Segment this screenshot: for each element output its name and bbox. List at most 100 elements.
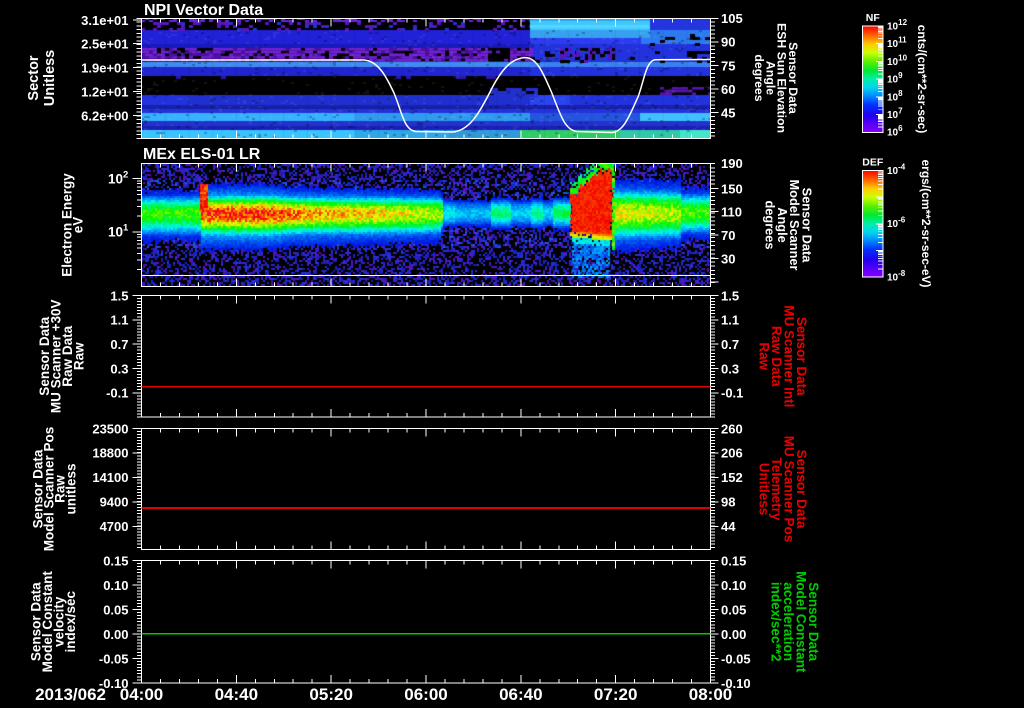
svg-text:Angle: Angle xyxy=(763,61,777,95)
svg-text:Model Constant: Model Constant xyxy=(793,571,808,673)
svg-text:Sensor Data: Sensor Data xyxy=(806,582,821,661)
svg-text:18800: 18800 xyxy=(92,446,128,461)
svg-text:9400: 9400 xyxy=(100,495,129,510)
svg-text:degrees: degrees xyxy=(752,54,766,101)
svg-text:60: 60 xyxy=(721,82,735,97)
svg-text:23500: 23500 xyxy=(92,421,128,436)
svg-text:Raw: Raw xyxy=(71,342,86,370)
svg-text:10-8: 10-8 xyxy=(887,269,906,284)
svg-text:150: 150 xyxy=(721,181,743,196)
svg-text:07:20: 07:20 xyxy=(594,685,637,704)
svg-text:6.2e+00: 6.2e+00 xyxy=(81,108,128,123)
svg-text:105: 105 xyxy=(721,11,743,26)
svg-text:Sensor Data: Sensor Data xyxy=(31,449,46,528)
svg-text:ESH Sun Elevation: ESH Sun Elevation xyxy=(775,23,789,133)
svg-text:acceleration: acceleration xyxy=(781,582,796,661)
svg-text:1.1: 1.1 xyxy=(721,313,739,328)
svg-text:1.9e+01: 1.9e+01 xyxy=(81,60,128,75)
svg-text:NF: NF xyxy=(866,12,881,24)
svg-text:152: 152 xyxy=(721,470,743,485)
svg-text:index/sec: index/sec xyxy=(63,590,78,652)
svg-text:Unitless: Unitless xyxy=(42,50,58,106)
svg-text:2.5e+01: 2.5e+01 xyxy=(81,36,128,51)
svg-text:Raw Data: Raw Data xyxy=(769,326,784,387)
svg-text:-0.10: -0.10 xyxy=(99,676,129,691)
svg-text:260: 260 xyxy=(721,421,743,436)
svg-text:index/sec**2: index/sec**2 xyxy=(768,582,783,662)
svg-text:Sensor Data: Sensor Data xyxy=(28,582,43,661)
svg-text:101: 101 xyxy=(108,222,129,239)
svg-text:0.00: 0.00 xyxy=(721,627,746,642)
svg-text:0.00: 0.00 xyxy=(103,627,128,642)
svg-text:106: 106 xyxy=(887,124,903,139)
svg-text:MEx ELS-01 LR: MEx ELS-01 LR xyxy=(143,146,261,163)
svg-text:0.05: 0.05 xyxy=(103,602,128,617)
svg-text:45: 45 xyxy=(721,106,735,121)
svg-text:05:20: 05:20 xyxy=(309,685,352,704)
svg-text:1.1: 1.1 xyxy=(110,313,128,328)
svg-text:102: 102 xyxy=(108,169,128,186)
svg-text:eV: eV xyxy=(70,217,85,234)
svg-text:10-6: 10-6 xyxy=(887,216,906,231)
svg-text:Sensor Data: Sensor Data xyxy=(794,450,809,529)
svg-text:0.15: 0.15 xyxy=(103,554,128,569)
svg-text:0.10: 0.10 xyxy=(103,578,128,593)
svg-text:Raw: Raw xyxy=(53,475,68,503)
svg-text:109: 109 xyxy=(887,71,903,86)
svg-text:-0.1: -0.1 xyxy=(106,386,128,401)
svg-text:04:40: 04:40 xyxy=(215,685,258,704)
svg-text:-0.05: -0.05 xyxy=(721,651,751,666)
svg-text:MU Scanner Intl: MU Scanner Intl xyxy=(781,305,796,407)
svg-text:70: 70 xyxy=(721,228,735,243)
svg-text:Unitless: Unitless xyxy=(756,463,771,516)
svg-text:Telemetry: Telemetry xyxy=(769,458,784,521)
svg-text:-0.10: -0.10 xyxy=(721,676,751,691)
svg-text:0.7: 0.7 xyxy=(721,337,739,352)
svg-text:NPI Vector Data: NPI Vector Data xyxy=(144,2,263,19)
svg-text:Raw: Raw xyxy=(756,342,771,370)
svg-text:90: 90 xyxy=(721,35,735,50)
svg-text:Model Scanner Pos: Model Scanner Pos xyxy=(42,427,57,552)
svg-text:10-4: 10-4 xyxy=(887,163,906,178)
svg-text:Electron Energy: Electron Energy xyxy=(60,173,75,277)
svg-text:Raw Data: Raw Data xyxy=(60,325,75,386)
svg-text:0.3: 0.3 xyxy=(110,361,128,376)
svg-text:unitless: unitless xyxy=(64,463,79,514)
svg-text:velocity: velocity xyxy=(51,596,66,647)
svg-text:0.10: 0.10 xyxy=(721,578,746,593)
svg-text:MU Scanner Pos: MU Scanner Pos xyxy=(781,436,796,543)
svg-text:1012: 1012 xyxy=(887,18,908,33)
svg-text:206: 206 xyxy=(721,446,743,461)
svg-text:cnts/(cm**2-sr-sec): cnts/(cm**2-sr-sec) xyxy=(915,25,929,134)
svg-text:0.7: 0.7 xyxy=(110,337,128,352)
svg-text:Sensor Data: Sensor Data xyxy=(37,316,52,395)
svg-text:degrees: degrees xyxy=(763,200,778,249)
svg-text:110: 110 xyxy=(721,204,742,219)
svg-text:MU Scanner +30V: MU Scanner +30V xyxy=(48,299,63,413)
svg-text:Angle: Angle xyxy=(775,207,790,243)
svg-text:107: 107 xyxy=(887,107,903,122)
svg-text:1010: 1010 xyxy=(887,53,908,68)
svg-text:Model Scanner: Model Scanner xyxy=(787,179,802,270)
svg-text:0.3: 0.3 xyxy=(721,361,739,376)
svg-text:4700: 4700 xyxy=(100,519,129,534)
svg-text:ergs/(cm**2-sr-sec-eV): ergs/(cm**2-sr-sec-eV) xyxy=(919,159,933,287)
svg-text:Sector: Sector xyxy=(26,55,42,100)
svg-text:06:00: 06:00 xyxy=(404,685,447,704)
svg-text:108: 108 xyxy=(887,89,903,104)
svg-text:Sensor Data: Sensor Data xyxy=(794,317,809,396)
svg-text:Sensor Data: Sensor Data xyxy=(786,42,800,114)
svg-text:0.05: 0.05 xyxy=(721,602,746,617)
svg-text:-0.1: -0.1 xyxy=(721,386,743,401)
svg-text:1011: 1011 xyxy=(887,36,907,51)
svg-text:98: 98 xyxy=(721,495,735,510)
svg-text:1.2e+01: 1.2e+01 xyxy=(81,84,128,99)
svg-text:30: 30 xyxy=(721,251,735,266)
svg-text:44: 44 xyxy=(721,519,736,534)
svg-text:190: 190 xyxy=(721,156,743,171)
svg-text:3.1e+01: 3.1e+01 xyxy=(81,13,128,28)
svg-text:-0.05: -0.05 xyxy=(99,651,129,666)
svg-text:1.5: 1.5 xyxy=(721,288,739,303)
svg-text:1.5: 1.5 xyxy=(110,288,128,303)
svg-text:04:00: 04:00 xyxy=(120,685,163,704)
